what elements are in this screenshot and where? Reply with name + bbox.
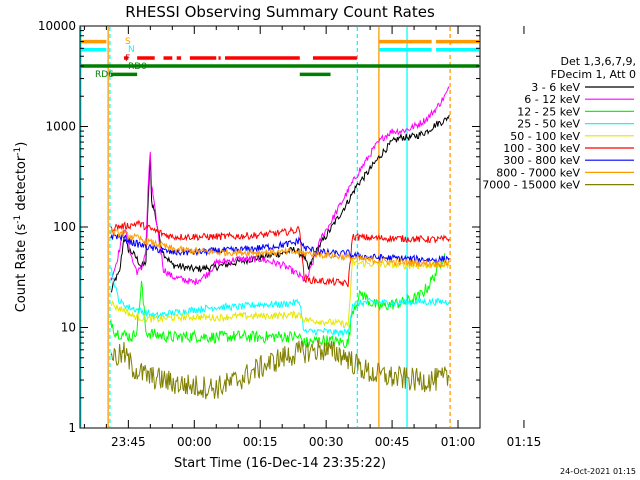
flag-label-n: N [128, 45, 135, 55]
x-axis-label: Start Time (16-Dec-14 23:35:22) [174, 456, 386, 471]
x-tick-label: 00:00 [177, 435, 212, 449]
legend-entry-label: 12 - 25 keV [517, 105, 580, 118]
legend-entry-label: 100 - 300 keV [503, 142, 580, 155]
timestamp: 24-Oct-2021 01:15 [560, 467, 636, 476]
chart-title: RHESSI Observing Summary Count Rates [125, 3, 435, 21]
flag-label-rd6: RD6 [95, 70, 114, 80]
series-line [110, 267, 450, 338]
flag-label-f: F [125, 54, 130, 64]
flag-label-rd0: RD0 [128, 62, 147, 72]
series-line [110, 339, 450, 400]
y-axis: 1 10 100 1000 10000 [38, 19, 480, 435]
legend-entry-label: 3 - 6 keV [531, 81, 580, 94]
flag-label-s: S [125, 37, 131, 47]
y-tick-label: 1000 [45, 120, 76, 134]
series-line [110, 231, 450, 265]
y-tick-label: 100 [53, 220, 76, 234]
legend-header-line-1: Det 1,3,6,7,9, [560, 55, 636, 68]
series-line [110, 253, 446, 349]
legend-entry-label: 50 - 100 keV [510, 130, 580, 143]
y-tick-label: 1 [68, 421, 76, 435]
x-tick-label: 23:45 [111, 435, 146, 449]
legend-header-line-2: FDecim 1, Att 0 [551, 68, 636, 81]
x-tick-label: 01:15 [507, 435, 542, 449]
series-line [110, 219, 450, 288]
x-tick-label: 00:45 [375, 435, 410, 449]
x-tick-label: 00:30 [309, 435, 344, 449]
y-tick-label: 10000 [38, 19, 76, 33]
series-line [110, 86, 450, 286]
legend-entry-label: 6 - 12 keV [524, 93, 580, 106]
series-line [110, 258, 450, 329]
series-line [110, 114, 450, 293]
legend-entry-label: 7000 - 15000 keV [482, 179, 580, 192]
legend-entry-label: 25 - 50 keV [517, 118, 580, 131]
legend-entry-label: 800 - 7000 keV [496, 166, 580, 179]
legend-entry-label: 300 - 800 keV [503, 154, 580, 167]
x-tick-label: 01:00 [441, 435, 476, 449]
x-tick-label: 00:15 [243, 435, 278, 449]
y-axis-label: Count Rate (s-1 detector-1) [13, 142, 29, 313]
y-tick-label: 10 [61, 321, 76, 335]
legend: Det 1,3,6,7,9, FDecim 1, Att 0 3 - 6 keV… [482, 55, 636, 192]
x-axis: 23:45 00:00 00:15 00:30 00:45 01:00 01:15 [83, 26, 542, 449]
series-line [110, 227, 450, 269]
